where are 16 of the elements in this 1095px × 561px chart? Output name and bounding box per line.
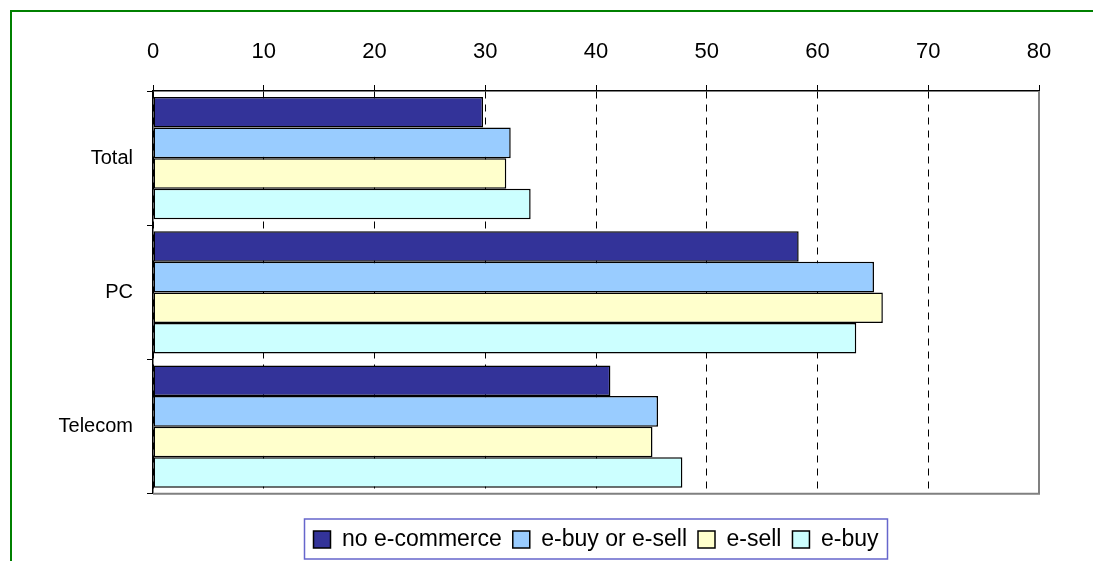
y-tick-label: PC bbox=[105, 279, 133, 302]
legend-label: e-sell bbox=[726, 524, 782, 551]
x-tick-label: 70 bbox=[916, 37, 941, 63]
x-tick-label: 0 bbox=[146, 37, 160, 63]
legend-label: no e-commerce bbox=[342, 524, 502, 551]
x-tick-label: 20 bbox=[362, 37, 387, 63]
x-tick-label: 30 bbox=[473, 37, 498, 63]
y-tick-label: Telecom bbox=[58, 414, 133, 437]
x-tick-label: 50 bbox=[694, 37, 719, 63]
x-tick-label: 60 bbox=[805, 37, 830, 63]
x-tick-label: 40 bbox=[583, 37, 609, 63]
x-tick-label: 10 bbox=[251, 37, 276, 63]
legend-label: e-buy bbox=[820, 524, 879, 551]
x-tick-label: 80 bbox=[1026, 37, 1052, 63]
y-tick-label: Total bbox=[90, 145, 133, 168]
legend-label: e-buy or e-sell bbox=[541, 524, 688, 551]
